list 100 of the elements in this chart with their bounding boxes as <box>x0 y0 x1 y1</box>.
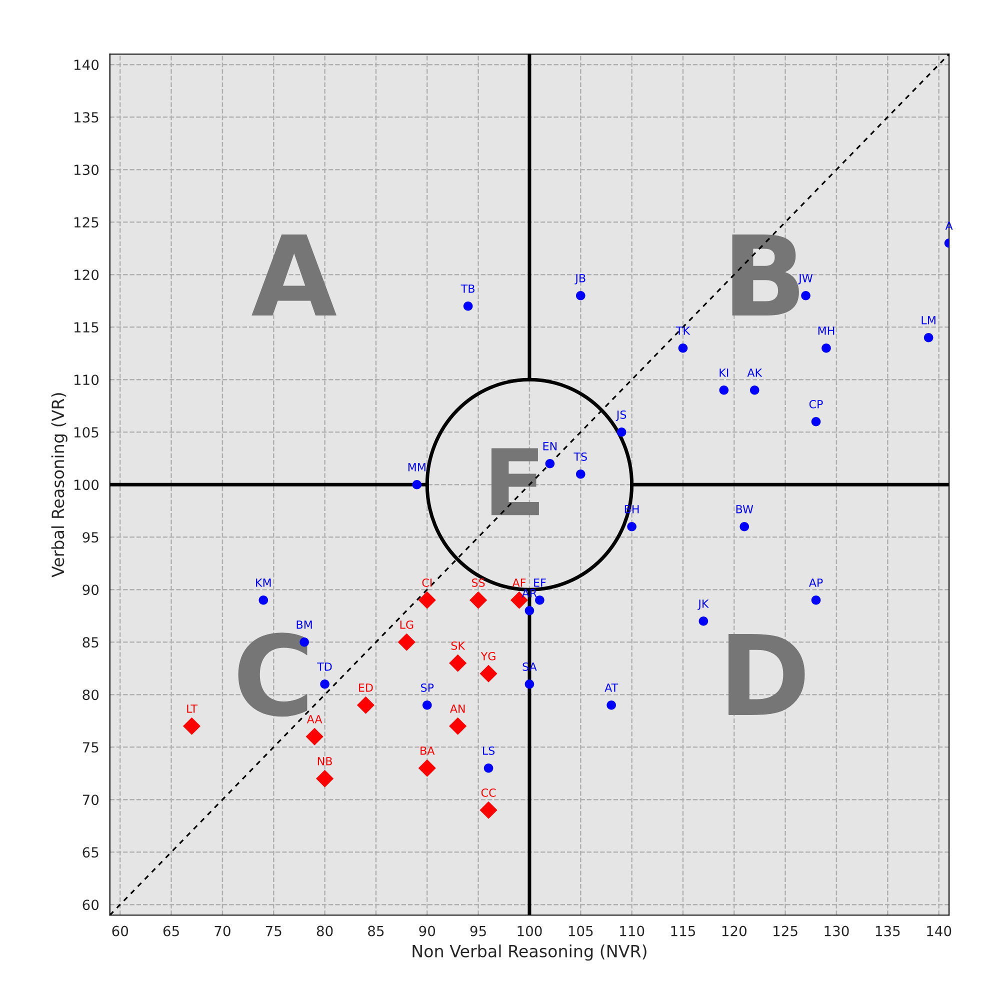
x-tick-label: 80 <box>316 926 333 936</box>
annotation: KM <box>256 578 271 587</box>
annotation: MM <box>408 463 426 472</box>
annotation: JK <box>698 600 709 610</box>
y-tick-label: 110 <box>74 374 99 386</box>
point <box>398 633 416 651</box>
point <box>606 700 616 710</box>
point <box>698 616 708 626</box>
point <box>356 696 375 714</box>
annotation: AF <box>512 578 526 587</box>
annotation: SS <box>472 578 485 587</box>
y-tick-label: 135 <box>74 112 98 123</box>
y-axis-title: Verbal Reasoning (VR) <box>51 393 68 578</box>
annotation: JW <box>798 274 813 284</box>
annotation: AK <box>747 368 762 377</box>
annotation: EN <box>543 442 557 450</box>
x-axis-title: Non Verbal Reasoning (NVR) <box>412 944 646 961</box>
x-tick-label: 75 <box>266 926 282 936</box>
point <box>418 759 436 777</box>
point <box>524 606 534 616</box>
x-tick-label: 125 <box>774 926 798 936</box>
point <box>627 522 636 532</box>
annotation: CP <box>809 400 823 408</box>
annotation: E <box>491 448 539 516</box>
y-tick-label: 95 <box>82 532 98 543</box>
point <box>576 469 586 479</box>
annotation: JS <box>616 410 626 421</box>
annotation: MH <box>818 326 834 335</box>
annotation: D <box>728 634 805 716</box>
point <box>811 595 821 605</box>
annotation: KI <box>720 368 728 377</box>
point <box>750 385 760 395</box>
y-tick-label: 70 <box>82 794 99 806</box>
y-tick-label: 125 <box>74 217 98 228</box>
annotation: EF <box>534 578 546 587</box>
annotation: TD <box>317 662 332 671</box>
annotation: SK <box>451 641 466 650</box>
point <box>801 290 810 300</box>
annotation: YG <box>480 652 496 660</box>
point <box>182 717 201 735</box>
x-tick-label: 135 <box>876 926 900 936</box>
annotation: CC <box>481 788 496 797</box>
point <box>480 801 498 819</box>
x-tick-label: 95 <box>470 926 486 936</box>
point <box>320 679 330 689</box>
x-tick-label: 90 <box>419 926 436 936</box>
point <box>463 301 473 311</box>
annotation: BM <box>296 620 312 629</box>
annotation: AN <box>450 704 465 713</box>
point <box>576 290 586 300</box>
point <box>924 332 934 342</box>
annotation: LT <box>187 704 198 713</box>
point <box>258 595 268 605</box>
annotation: BW <box>736 505 754 514</box>
annotation: JB <box>574 274 586 284</box>
x-tick-label: 70 <box>214 926 230 936</box>
point <box>678 343 688 353</box>
point <box>524 679 534 689</box>
point <box>545 458 555 468</box>
point <box>449 717 467 735</box>
x-tick-label: 120 <box>722 926 746 936</box>
y-tick-label: 120 <box>74 270 99 280</box>
point <box>480 664 498 682</box>
y-tick-label: 80 <box>82 690 99 700</box>
annotation: TS <box>574 452 587 461</box>
point <box>470 591 488 609</box>
point <box>449 654 467 672</box>
y-tick-label: 100 <box>74 480 99 490</box>
point <box>484 763 494 773</box>
annotation: B <box>732 234 799 316</box>
x-tick-label: 105 <box>568 926 593 936</box>
x-tick-label: 140 <box>927 926 952 936</box>
x-tick-label: 85 <box>368 926 384 936</box>
y-tick-label: 65 <box>82 847 98 858</box>
point <box>422 700 432 710</box>
annotation: NB <box>318 757 332 766</box>
annotation: SP <box>420 683 434 692</box>
y-tick-label: 85 <box>82 637 98 648</box>
annotation: LG <box>400 620 414 629</box>
y-tick-label: 75 <box>82 742 98 753</box>
point <box>316 770 334 788</box>
annotation: A <box>252 234 337 316</box>
x-tick-label: 100 <box>518 926 542 936</box>
annotation: LS <box>483 746 495 755</box>
point <box>740 522 750 532</box>
y-tick-label: 140 <box>74 60 99 70</box>
annotation: AA <box>306 715 322 724</box>
annotation: AT <box>604 684 618 692</box>
point <box>418 591 436 609</box>
point <box>412 480 422 490</box>
annotation: BA <box>420 746 435 755</box>
x-tick-label: 60 <box>112 926 128 936</box>
point <box>306 728 324 746</box>
annotation: ED <box>359 684 373 692</box>
point <box>822 343 831 353</box>
y-tick-label: 90 <box>82 584 99 596</box>
point <box>535 595 544 605</box>
annotation: CI <box>422 578 432 587</box>
x-tick-label: 115 <box>671 926 696 936</box>
annotation: TB <box>460 284 474 293</box>
